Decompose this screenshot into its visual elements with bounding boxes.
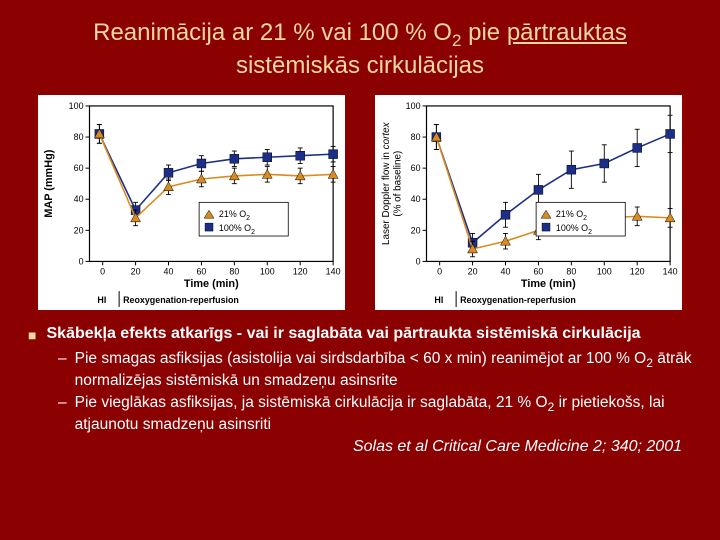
svg-text:HI: HI	[97, 295, 106, 305]
bullet-sub-1-text: Pie smagas asfiksijas (asistolija vai si…	[75, 349, 692, 390]
svg-text:40: 40	[501, 266, 511, 276]
svg-text:80: 80	[229, 266, 239, 276]
svg-text:0: 0	[437, 266, 442, 276]
svg-text:80: 80	[411, 132, 421, 142]
svg-text:Reoxygenation-reperfusion: Reoxygenation-reperfusion	[123, 295, 239, 305]
svg-text:100: 100	[406, 101, 421, 111]
bullet-main: ■ Skābekļa efekts atkarīgs - vai ir sagl…	[28, 324, 692, 345]
citation: Solas et al Critical Care Medicine 2; 34…	[28, 437, 692, 457]
svg-text:80: 80	[566, 266, 576, 276]
svg-text:20: 20	[74, 225, 84, 235]
svg-text:(% of baseline): (% of baseline)	[393, 151, 404, 217]
svg-text:60: 60	[74, 163, 84, 173]
svg-text:140: 140	[663, 266, 678, 276]
dash-icon: –	[58, 349, 67, 390]
bullet-main-text: Skābekļa efekts atkarīgs - vai ir saglab…	[46, 324, 640, 345]
svg-text:40: 40	[411, 194, 421, 204]
svg-text:MAP (mmHg): MAP (mmHg)	[43, 149, 55, 217]
chart-right: 0 20 40 60 80 100 0 20 40 60 80 100 120 140 Laser Dopp…	[375, 95, 682, 310]
svg-text:60: 60	[196, 266, 206, 276]
svg-text:Reoxygenation-reperfusion: Reoxygenation-reperfusion	[460, 295, 576, 305]
slide-title: Reanimācija ar 21 % vai 100 % O2 pie pār…	[28, 18, 692, 81]
svg-text:Time (min): Time (min)	[184, 278, 239, 290]
svg-text:0: 0	[416, 256, 421, 266]
charts-row: 0 20 40 60 80 100 0 20 40 60 80 100 120 140 MAP (mmHg)…	[38, 95, 682, 310]
svg-text:20: 20	[468, 266, 478, 276]
svg-text:Laser Doppler flow in cortex: Laser Doppler flow in cortex	[381, 121, 392, 245]
svg-text:60: 60	[411, 163, 421, 173]
bullet-list: ■ Skābekļa efekts atkarīgs - vai ir sagl…	[28, 324, 692, 457]
svg-text:60: 60	[533, 266, 543, 276]
svg-text:100: 100	[69, 101, 84, 111]
svg-text:140: 140	[326, 266, 341, 276]
svg-text:0: 0	[79, 256, 84, 266]
svg-text:80: 80	[74, 132, 84, 142]
svg-text:120: 120	[630, 266, 645, 276]
bullet-marker-icon: ■	[28, 327, 36, 345]
bullet-sub-2: – Pie vieglākas asfiksijas, ja sistēmisk…	[58, 393, 692, 434]
bullet-sub-1: – Pie smagas asfiksijas (asistolija vai …	[58, 349, 692, 390]
chart-left: 0 20 40 60 80 100 0 20 40 60 80 100 120 140 MAP (mmHg)…	[38, 95, 345, 310]
svg-text:Time (min): Time (min)	[521, 278, 576, 290]
svg-text:20: 20	[131, 266, 141, 276]
svg-text:40: 40	[74, 194, 84, 204]
svg-text:100: 100	[597, 266, 612, 276]
svg-text:20: 20	[411, 225, 421, 235]
bullet-sub-2-text: Pie vieglākas asfiksijas, ja sistēmiskā …	[75, 393, 692, 434]
svg-text:HI: HI	[434, 295, 443, 305]
svg-text:0: 0	[100, 266, 105, 276]
svg-text:120: 120	[293, 266, 308, 276]
dash-icon: –	[58, 393, 67, 434]
svg-text:100: 100	[260, 266, 275, 276]
svg-text:40: 40	[164, 266, 174, 276]
